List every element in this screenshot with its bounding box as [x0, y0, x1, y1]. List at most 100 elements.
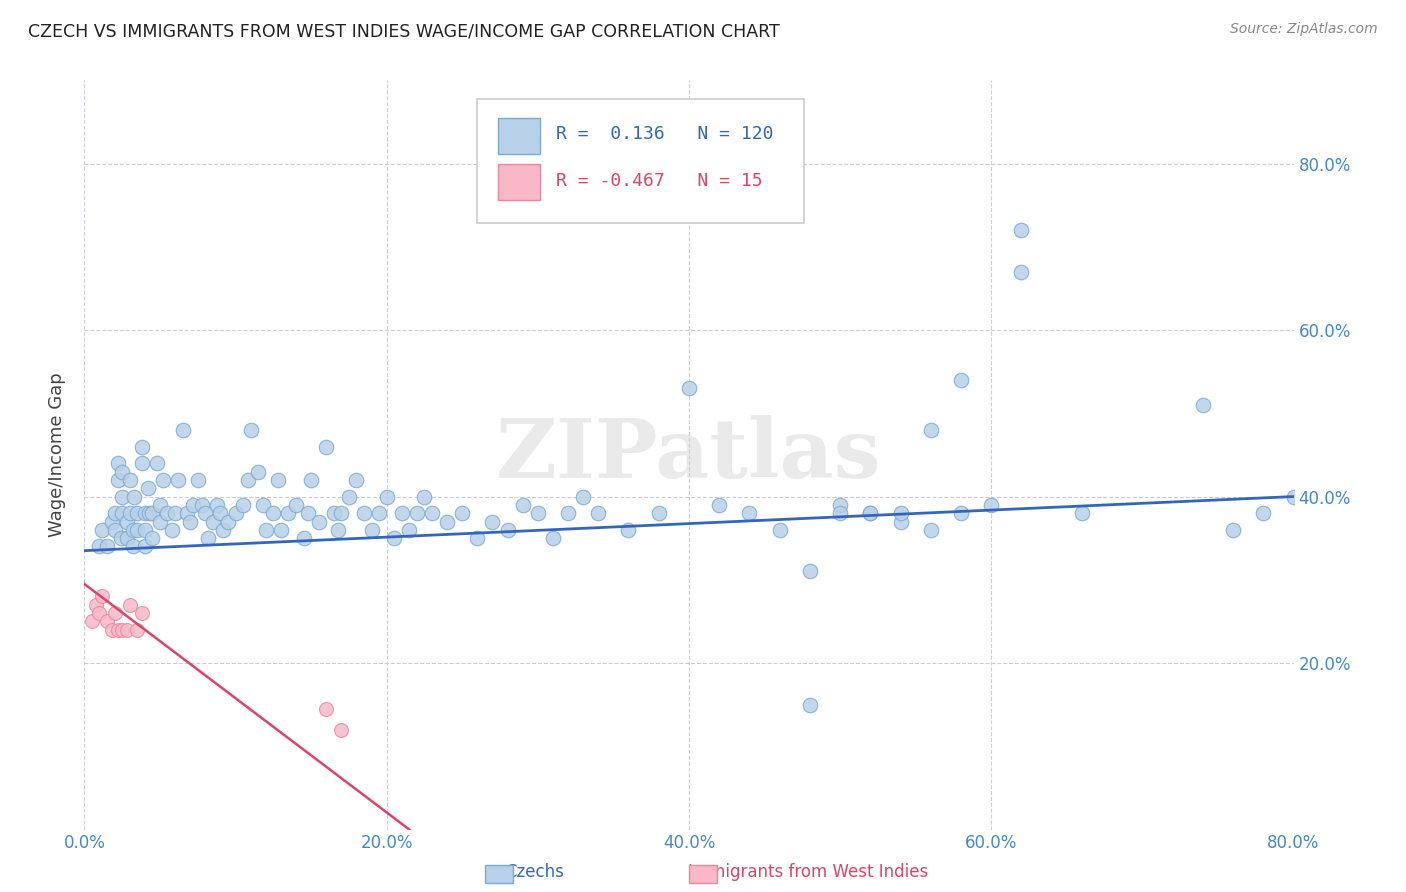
Point: [115, 531, 138, 545]
Point: [277, 506, 299, 520]
Point: [96, 615, 118, 629]
Point: [118, 473, 141, 487]
Point: [127, 523, 149, 537]
Point: [315, 440, 337, 454]
Point: [270, 523, 292, 537]
Text: Source: ZipAtlas.com: Source: ZipAtlas.com: [1230, 22, 1378, 37]
Point: [127, 623, 149, 637]
Point: [890, 515, 912, 529]
Point: [146, 456, 169, 470]
Point: [406, 506, 429, 520]
Point: [799, 565, 821, 579]
Point: [254, 523, 277, 537]
Point: [1192, 398, 1215, 412]
Point: [322, 506, 344, 520]
Point: [152, 473, 174, 487]
Point: [80, 615, 103, 629]
Point: [588, 506, 610, 520]
Point: [413, 490, 436, 504]
Point: [91, 523, 114, 537]
Text: Immigrants from West Indies: Immigrants from West Indies: [689, 863, 928, 881]
Point: [100, 623, 122, 637]
Point: [134, 506, 156, 520]
Point: [107, 623, 129, 637]
Point: [165, 506, 187, 520]
Point: [678, 381, 700, 395]
Point: [360, 523, 382, 537]
Point: [830, 506, 852, 520]
Point: [197, 531, 219, 545]
Point: [104, 606, 127, 620]
Point: [382, 531, 405, 545]
Point: [799, 698, 821, 712]
Text: R = -0.467   N = 15: R = -0.467 N = 15: [555, 172, 762, 190]
Point: [398, 523, 420, 537]
Text: R =  0.136   N = 120: R = 0.136 N = 120: [555, 125, 773, 144]
Text: CZECH VS IMMIGRANTS FROM WEST INDIES WAGE/INCOME GAP CORRELATION CHART: CZECH VS IMMIGRANTS FROM WEST INDIES WAG…: [28, 22, 780, 40]
Point: [285, 498, 308, 512]
Point: [127, 506, 149, 520]
Point: [420, 506, 443, 520]
Point: [121, 540, 143, 554]
Point: [104, 506, 127, 520]
Point: [252, 498, 274, 512]
Point: [980, 498, 1002, 512]
Point: [572, 490, 595, 504]
Point: [96, 540, 118, 554]
Point: [467, 531, 489, 545]
Bar: [498, 164, 540, 200]
Point: [315, 702, 337, 716]
Point: [141, 531, 163, 545]
Point: [262, 506, 284, 520]
Point: [179, 515, 201, 529]
Point: [110, 531, 132, 545]
Bar: [498, 118, 540, 153]
Point: [328, 523, 350, 537]
Point: [89, 540, 111, 554]
Point: [212, 523, 235, 537]
Point: [138, 506, 160, 520]
Point: [91, 590, 114, 604]
Point: [738, 506, 761, 520]
Point: [617, 523, 640, 537]
Point: [709, 498, 731, 512]
Point: [111, 465, 134, 479]
Point: [330, 723, 353, 737]
Point: [920, 523, 942, 537]
Point: [950, 506, 973, 520]
Text: ZIPatlas: ZIPatlas: [496, 415, 882, 495]
Point: [297, 506, 319, 520]
Point: [111, 623, 134, 637]
Point: [104, 523, 127, 537]
Point: [181, 498, 204, 512]
Point: [115, 515, 138, 529]
Point: [391, 506, 413, 520]
Point: [111, 506, 134, 520]
Point: [121, 523, 143, 537]
Point: [527, 506, 550, 520]
Point: [122, 490, 145, 504]
Point: [217, 515, 239, 529]
Point: [1282, 490, 1305, 504]
Point: [118, 598, 141, 612]
Point: [131, 456, 153, 470]
FancyBboxPatch shape: [478, 99, 804, 223]
Point: [481, 515, 503, 529]
Point: [207, 498, 229, 512]
Point: [330, 506, 353, 520]
Point: [107, 456, 129, 470]
Point: [648, 506, 671, 520]
Point: [267, 473, 290, 487]
Point: [111, 490, 134, 504]
Point: [541, 531, 564, 545]
Point: [201, 515, 224, 529]
Point: [375, 490, 398, 504]
Point: [1253, 506, 1275, 520]
Point: [496, 523, 519, 537]
Point: [337, 490, 360, 504]
Point: [236, 473, 259, 487]
Point: [1011, 223, 1033, 237]
Point: [239, 423, 262, 437]
Point: [890, 506, 912, 520]
Point: [134, 523, 156, 537]
